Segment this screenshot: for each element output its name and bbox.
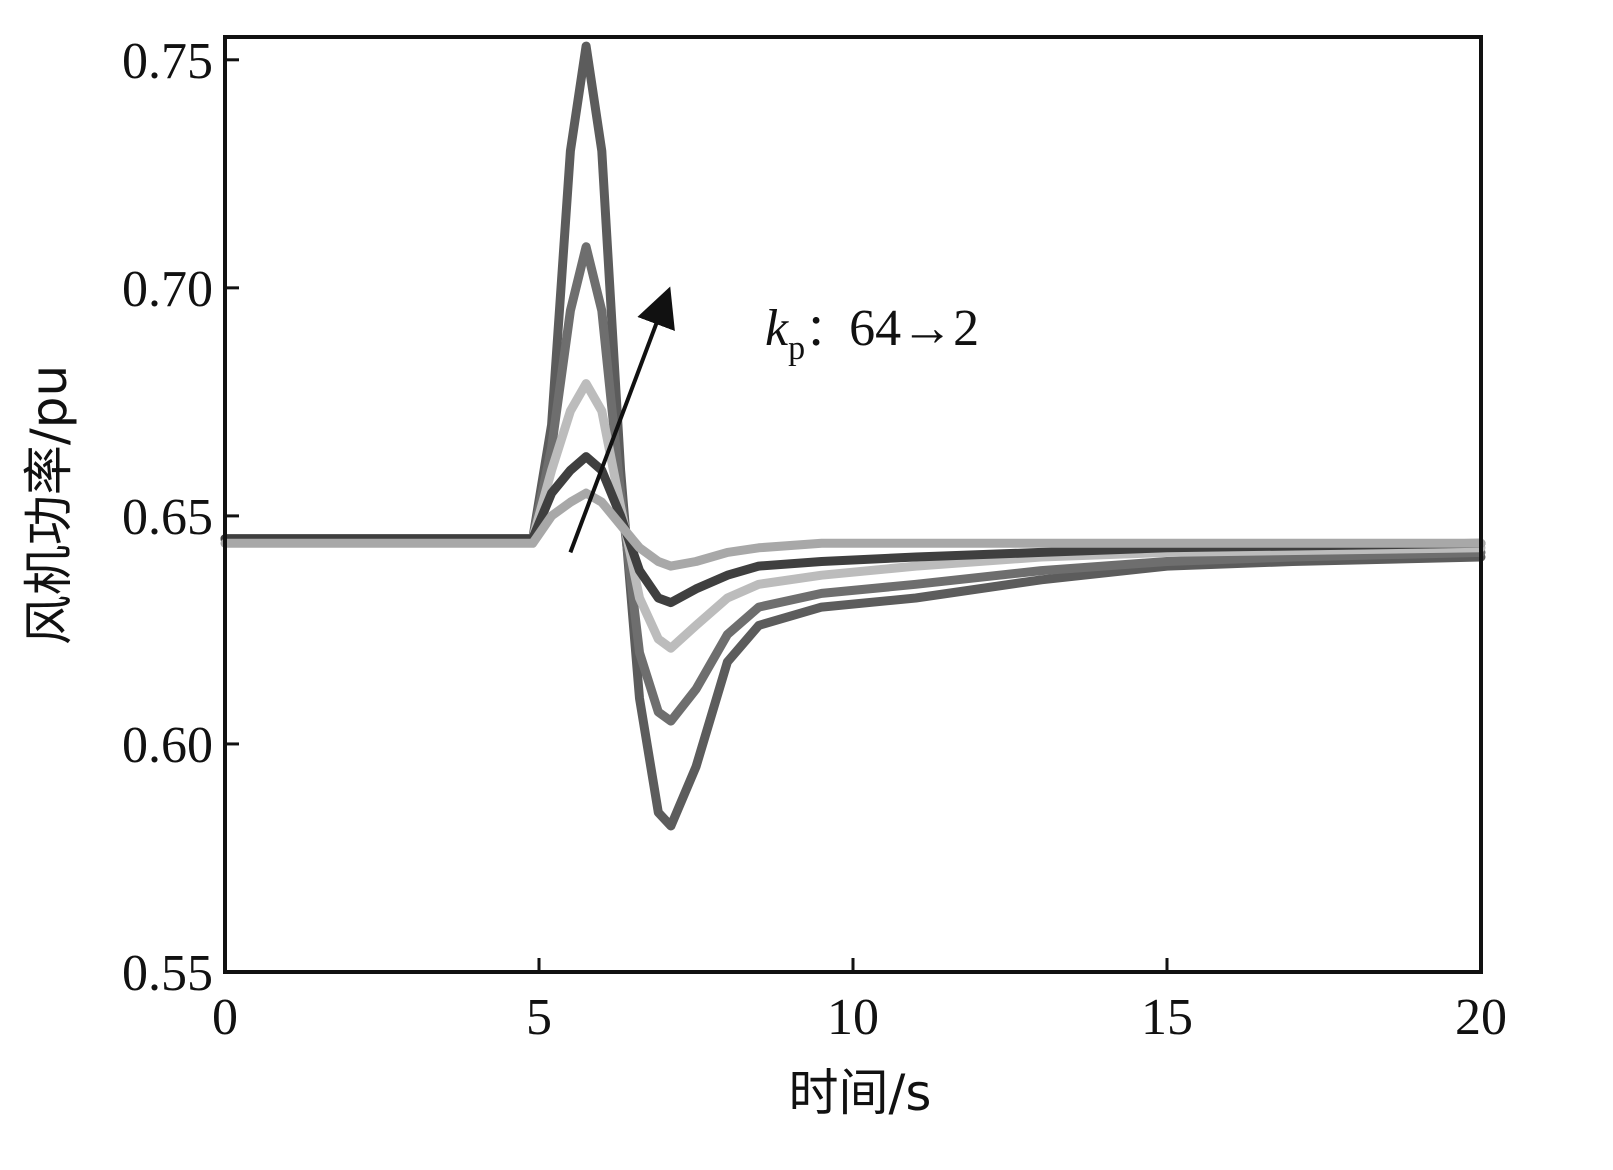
- annotation: kp：64→2: [568, 286, 979, 554]
- annotation-var-sub: p: [788, 330, 805, 367]
- y-tick-label: 0.75: [122, 33, 213, 90]
- series-line-1: [220, 41, 1486, 831]
- y-ticks: 0.55 0.60 0.65 0.70 0.75: [122, 33, 239, 1002]
- series-line-5: [220, 488, 1486, 571]
- x-tick-label: 5: [526, 989, 552, 1046]
- y-axis-title: 风机功率/pu: [20, 365, 78, 645]
- x-ticks: 0 5 10 15 20: [212, 958, 1507, 1046]
- y-tick-label: 0.55: [122, 945, 213, 1002]
- x-tick-label: 0: [212, 989, 238, 1046]
- x-tick-label: 15: [1141, 989, 1193, 1046]
- annotation-sep: ：: [805, 305, 849, 356]
- annotation-arrow: [568, 286, 675, 554]
- annotation-label: kp：64→2: [765, 300, 979, 367]
- annotation-range: 64→2: [849, 300, 979, 357]
- plot-frame: [223, 35, 1483, 974]
- x-axis-title: 时间/s: [789, 1064, 932, 1122]
- y-tick-label: 0.65: [122, 489, 213, 546]
- annotation-var-main: k: [765, 300, 789, 357]
- y-tick-label: 0.70: [122, 261, 213, 318]
- x-tick-label: 20: [1455, 989, 1507, 1046]
- series-line-3: [220, 379, 1486, 653]
- series-line-2: [220, 242, 1486, 726]
- series-layer: [220, 41, 1486, 831]
- series-line-4: [220, 452, 1486, 608]
- x-tick-label: 10: [827, 989, 879, 1046]
- y-tick-label: 0.60: [122, 717, 213, 774]
